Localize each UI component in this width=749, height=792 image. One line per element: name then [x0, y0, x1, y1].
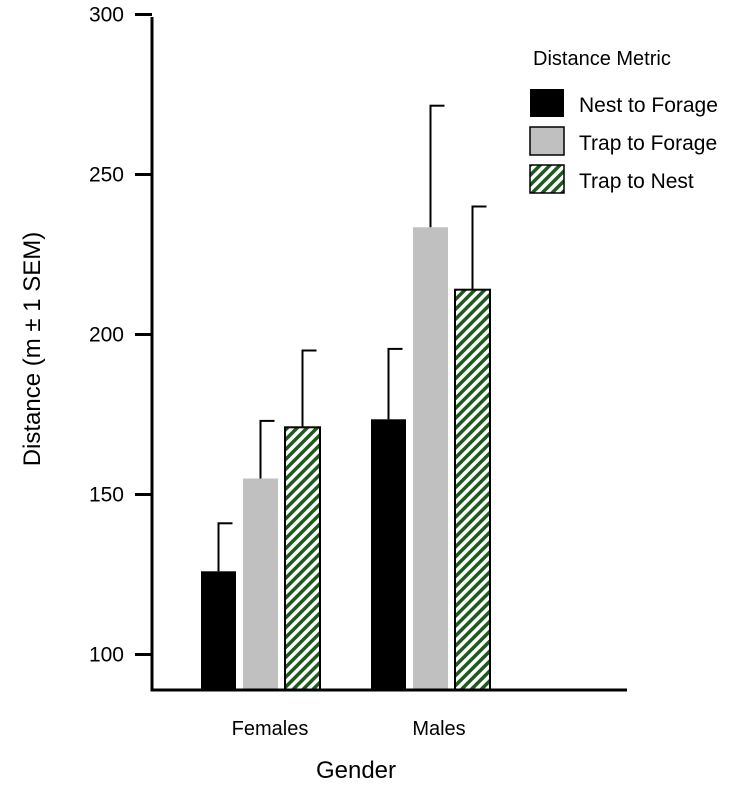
legend-swatch	[529, 126, 565, 156]
y-tick-label: 150	[89, 484, 124, 507]
bar	[454, 288, 491, 691]
x-axis-title: Gender	[316, 757, 396, 784]
legend-title: Distance Metric	[533, 48, 671, 70]
legend-label: Nest to Forage	[579, 94, 718, 117]
y-ticks: 100 150 200 250 300	[89, 4, 152, 667]
axes	[150, 17, 627, 692]
y-tick-label: 100	[89, 644, 124, 667]
bars	[201, 104, 491, 691]
y-tick-label: 250	[89, 164, 124, 187]
y-tick-label: 300	[89, 4, 124, 27]
bar	[413, 227, 448, 690]
legend-swatch	[530, 89, 564, 117]
y-tick-label: 200	[89, 324, 124, 347]
x-category-label: Males	[412, 718, 465, 740]
bar	[201, 571, 236, 690]
bar	[371, 419, 406, 690]
x-categories: Females Males	[232, 718, 466, 740]
legend-label: Trap to Forage	[579, 132, 717, 155]
x-category-label: Females	[232, 718, 309, 740]
legend-swatch	[529, 164, 565, 194]
y-axis-title: Distance (m ± 1 SEM)	[19, 232, 46, 467]
bar	[284, 426, 321, 691]
legend-label: Trap to Nest	[579, 170, 694, 193]
bar	[243, 478, 278, 690]
legend: Distance Metric Nest to Forage Trap to Fo…	[529, 48, 718, 194]
